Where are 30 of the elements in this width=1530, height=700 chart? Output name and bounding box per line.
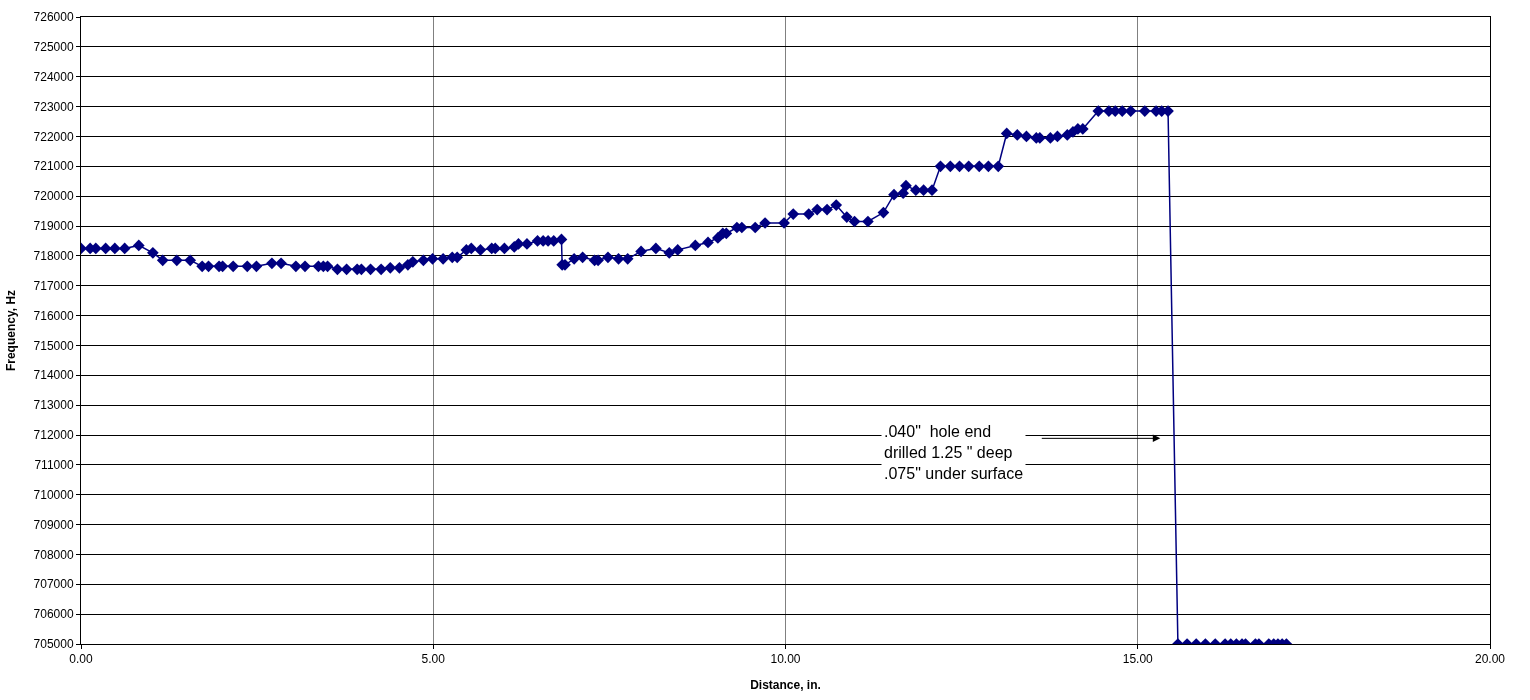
x-tick-label: 15.00 bbox=[1122, 652, 1154, 667]
x-tick-label: 0.00 bbox=[69, 652, 93, 667]
y-tick-label: 714000 bbox=[33, 368, 74, 383]
y-tick-label: 709000 bbox=[33, 517, 74, 532]
y-tick-label: 707000 bbox=[33, 577, 74, 592]
x-tick-label: 10.00 bbox=[770, 652, 801, 667]
y-tick-label: 715000 bbox=[33, 338, 74, 353]
y-tick-label: 713000 bbox=[33, 398, 74, 413]
y-tick-label: 711000 bbox=[34, 458, 74, 473]
y-tick-label: 710000 bbox=[33, 487, 74, 502]
y-tick-label: 705000 bbox=[33, 637, 74, 652]
y-tick-label: 724000 bbox=[33, 69, 74, 84]
y-tick-label: 721000 bbox=[33, 159, 74, 174]
y-tick-label: 717000 bbox=[33, 278, 74, 293]
y-tick-label: 719000 bbox=[33, 219, 74, 234]
annotation: .040" hole end drilled 1.25 " deep .075" under surface bbox=[884, 423, 1024, 482]
y-tick-label: 725000 bbox=[33, 40, 74, 55]
x-tick-label: 5.00 bbox=[421, 652, 446, 667]
x-tick-label: 20.00 bbox=[1474, 652, 1506, 667]
y-tick-label: 708000 bbox=[33, 547, 74, 562]
y-tick-label: 712000 bbox=[33, 428, 74, 443]
y-tick-label: 723000 bbox=[33, 99, 74, 114]
y-tick-label: 722000 bbox=[33, 129, 74, 144]
y-axis-title: Frequency, Hz bbox=[3, 289, 18, 372]
x-axis-title: Distance, in. bbox=[750, 678, 821, 693]
y-tick-label: 718000 bbox=[33, 249, 74, 264]
y-tick-label: 720000 bbox=[33, 189, 74, 204]
y-tick-label: 716000 bbox=[33, 308, 74, 323]
y-tick-label: 726000 bbox=[33, 10, 74, 25]
y-tick-label: 706000 bbox=[33, 607, 74, 622]
